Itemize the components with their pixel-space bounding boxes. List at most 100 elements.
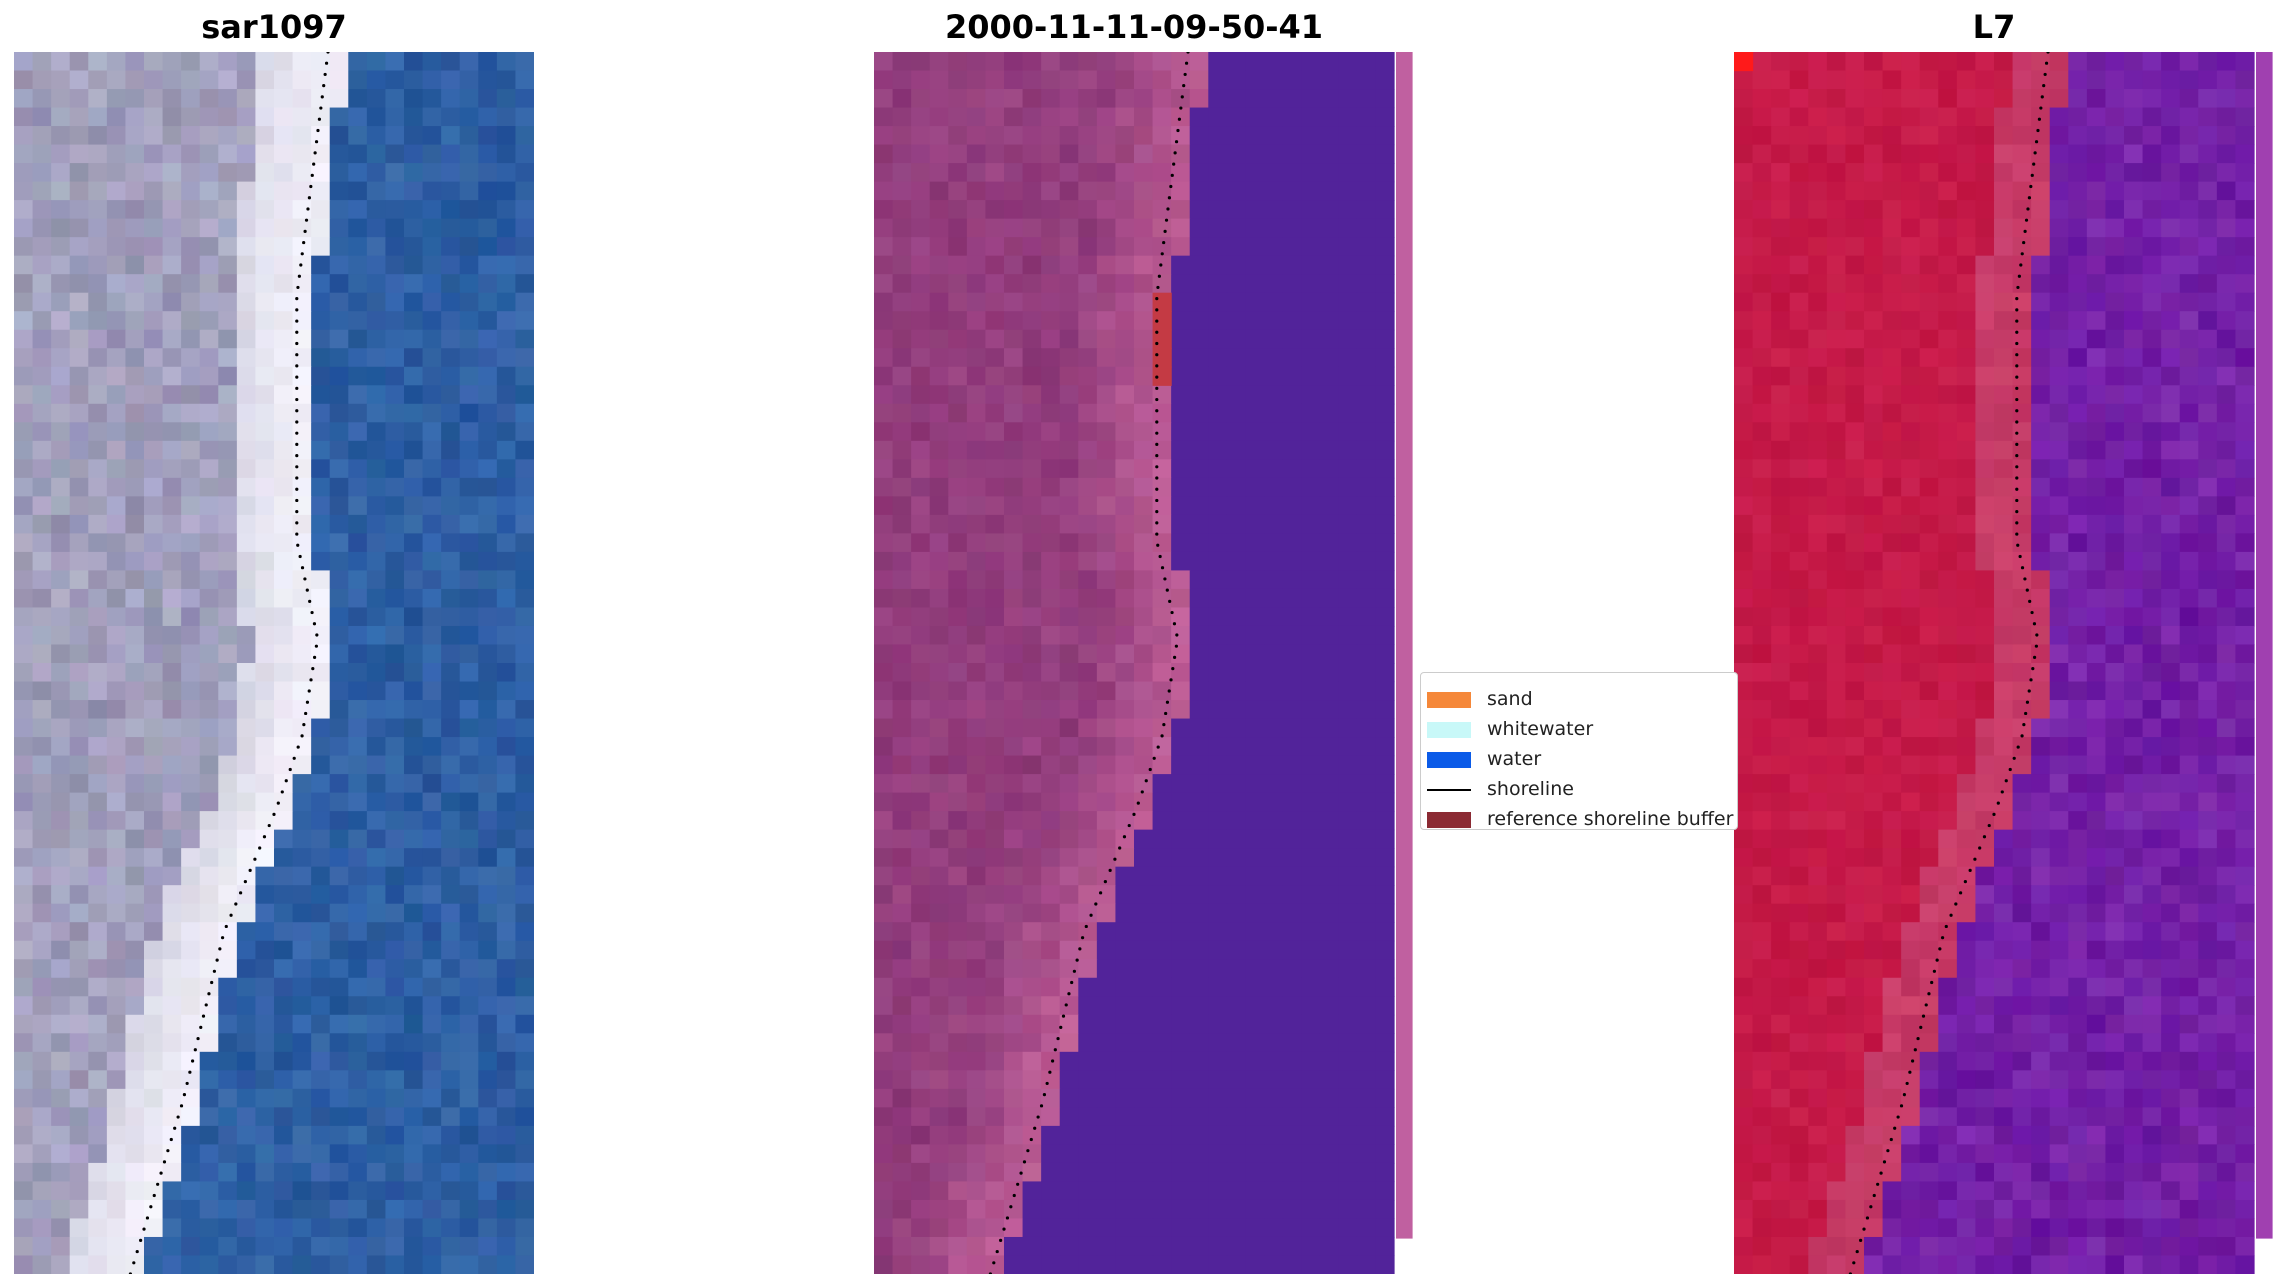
- image-pixel: [125, 811, 145, 831]
- image-pixel: [1301, 200, 1321, 220]
- image-pixel: [892, 422, 912, 442]
- image-pixel: [1171, 811, 1191, 831]
- image-pixel: [1245, 922, 1265, 942]
- image-pixel: [2235, 274, 2255, 294]
- image-pixel: [311, 866, 331, 886]
- image-pixel: [1356, 52, 1377, 72]
- image-pixel: [1956, 181, 1977, 201]
- image-pixel: [1282, 1255, 1302, 1274]
- image-pixel: [422, 644, 442, 664]
- image-pixel: [199, 514, 219, 534]
- image-pixel: [441, 737, 461, 757]
- image-pixel: [255, 644, 275, 664]
- image-pixel: [1319, 477, 1339, 497]
- image-pixel: [88, 959, 108, 979]
- image-pixel: [1171, 440, 1191, 460]
- image-pixel: [1975, 533, 1995, 553]
- shoreline-point: [1172, 622, 1177, 626]
- image-pixel: [1152, 663, 1172, 683]
- image-pixel: [2161, 588, 2181, 609]
- image-pixel: [1208, 1218, 1228, 1238]
- image-pixel: [218, 811, 238, 831]
- image-pixel: [106, 200, 127, 220]
- shoreline-point: [1169, 184, 1173, 189]
- image-pixel: [1226, 755, 1247, 775]
- image-pixel: [2216, 107, 2237, 127]
- shoreline-point: [295, 476, 299, 480]
- image-pixel: [2161, 126, 2181, 146]
- image-pixel: [1752, 163, 1772, 183]
- shoreline-point: [1155, 341, 1159, 346]
- image-pixel: [1078, 644, 1098, 664]
- image-pixel: [1004, 588, 1024, 609]
- image-pixel: [366, 477, 387, 497]
- image-pixel: [1845, 459, 1865, 479]
- image-pixel: [1975, 403, 1995, 423]
- image-pixel: [292, 551, 312, 572]
- image-pixel: [88, 255, 108, 275]
- image-pixel: [874, 1107, 894, 1127]
- image-pixel: [1882, 422, 1902, 442]
- image-pixel: [2142, 644, 2162, 664]
- image-pixel: [2086, 311, 2107, 331]
- image-pixel: [1356, 255, 1377, 275]
- image-pixel: [88, 274, 108, 294]
- image-pixel: [218, 181, 238, 201]
- image-pixel: [199, 1199, 219, 1220]
- image-pixel: [348, 385, 368, 405]
- image-pixel: [1752, 274, 1772, 294]
- image-pixel: [255, 1033, 275, 1053]
- image-pixel: [2235, 237, 2255, 257]
- image-pixel: [1356, 940, 1377, 960]
- shoreline-point: [1155, 353, 1159, 357]
- image-pixel: [966, 1088, 987, 1108]
- image-pixel: [1096, 440, 1117, 460]
- shoreline-point: [182, 1093, 187, 1097]
- image-pixel: [2105, 737, 2125, 757]
- image-pixel: [515, 588, 534, 609]
- image-pixel: [311, 792, 331, 812]
- image-pixel: [2086, 255, 2107, 275]
- image-pixel: [2049, 311, 2069, 331]
- image-pixel: [1115, 774, 1135, 794]
- image-pixel: [69, 107, 89, 127]
- image-pixel: [404, 1014, 424, 1034]
- image-pixel: [14, 607, 34, 627]
- image-pixel: [1115, 255, 1135, 275]
- image-pixel: [892, 996, 912, 1016]
- image-pixel: [14, 385, 34, 405]
- image-pixel: [1115, 52, 1135, 72]
- image-pixel: [966, 459, 987, 479]
- image-pixel: [515, 1199, 534, 1220]
- image-pixel: [1375, 329, 1395, 349]
- image-pixel: [496, 1125, 517, 1145]
- image-pixel: [985, 625, 1005, 646]
- image-pixel: [966, 570, 987, 590]
- image-pixel: [1375, 348, 1395, 368]
- image-pixel: [69, 533, 89, 553]
- image-pixel: [1282, 996, 1302, 1016]
- image-pixel: [1956, 366, 1977, 386]
- image-pixel: [88, 181, 108, 201]
- image-pixel: [1356, 329, 1377, 349]
- image-pixel: [2216, 588, 2237, 609]
- image-pixel: [1041, 533, 1061, 553]
- image-pixel: [1938, 496, 1958, 516]
- image-pixel: [2142, 255, 2162, 275]
- image-pixel: [1734, 255, 1754, 275]
- shoreline-point: [305, 700, 310, 704]
- image-pixel: [1734, 570, 1754, 590]
- image-pixel: [385, 237, 405, 257]
- shoreline-point: [1166, 207, 1170, 211]
- image-pixel: [1059, 663, 1079, 683]
- image-pixel: [515, 829, 534, 849]
- image-pixel: [2216, 181, 2237, 201]
- image-pixel: [1152, 1125, 1172, 1145]
- image-pixel: [929, 237, 949, 257]
- image-pixel: [385, 866, 405, 886]
- image-pixel: [441, 329, 461, 349]
- image-pixel: [1301, 959, 1321, 979]
- image-pixel: [218, 1051, 238, 1071]
- image-pixel: [274, 311, 294, 331]
- image-pixel: [1226, 718, 1247, 738]
